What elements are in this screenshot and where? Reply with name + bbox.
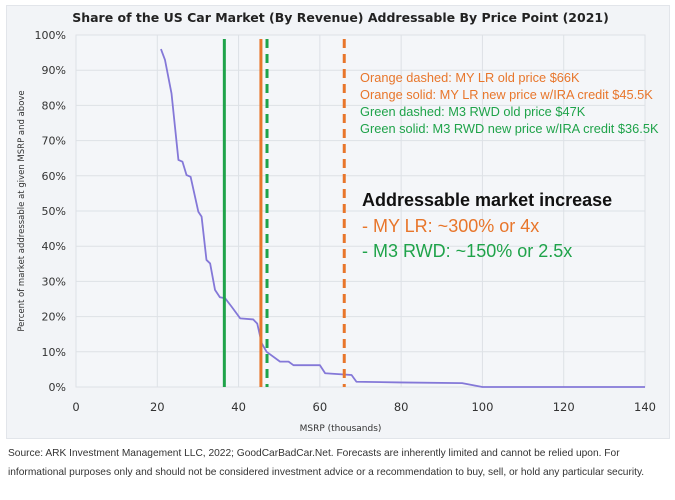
- y-axis-label: Percent of market addressable at given M…: [17, 90, 27, 331]
- annotation-item: - MY LR: ~300% or 4x: [362, 216, 539, 236]
- y-tick-label: 60%: [42, 170, 66, 183]
- y-tick-label: 30%: [42, 275, 66, 288]
- source-footnote: Source: ARK Investment Management LLC, 2…: [8, 448, 645, 478]
- x-tick-label: 80: [394, 400, 409, 414]
- annotation-legend-line: Orange solid: MY LR new price w/IRA cred…: [360, 87, 653, 102]
- x-tick-label: 120: [553, 400, 575, 414]
- annotation-legend-line: Green solid: M3 RWD new price w/IRA cred…: [360, 121, 659, 136]
- annotation-legend-line: Orange dashed: MY LR old price $66K: [360, 70, 580, 85]
- y-tick-label: 50%: [42, 205, 66, 218]
- chart: 0 20 40 60 80 100 120 140 0% 10% 20% 30% 40% 50% 60% 70…: [17, 10, 659, 434]
- x-tick-label: 140: [634, 400, 656, 414]
- x-axis-label: MSRP (thousands): [300, 424, 382, 434]
- x-tick-label: 100: [471, 400, 493, 414]
- y-tick-label: 90%: [42, 64, 66, 77]
- y-tick-label: 100%: [35, 29, 66, 42]
- y-tick-label: 20%: [42, 311, 66, 324]
- series-line: [160, 48, 645, 388]
- x-tick-label: 60: [313, 400, 328, 414]
- x-tick-label: 40: [231, 400, 246, 414]
- annotation-legend-line: Green dashed: M3 RWD old price $47K: [360, 104, 586, 119]
- chart-title: Share of the US Car Market (By Revenue) …: [72, 10, 609, 25]
- y-tick-label: 10%: [42, 346, 66, 359]
- y-tick-label: 70%: [42, 135, 66, 148]
- y-tick-label: 80%: [42, 99, 66, 112]
- x-tick-label: 20: [150, 400, 165, 414]
- x-tick-label: 0: [72, 400, 79, 414]
- annotation-item: - M3 RWD: ~150% or 2.5x: [362, 241, 572, 261]
- annotation-heading: Addressable market increase: [362, 190, 612, 210]
- y-tick-label: 40%: [42, 240, 66, 253]
- y-tick-label: 0%: [49, 381, 66, 394]
